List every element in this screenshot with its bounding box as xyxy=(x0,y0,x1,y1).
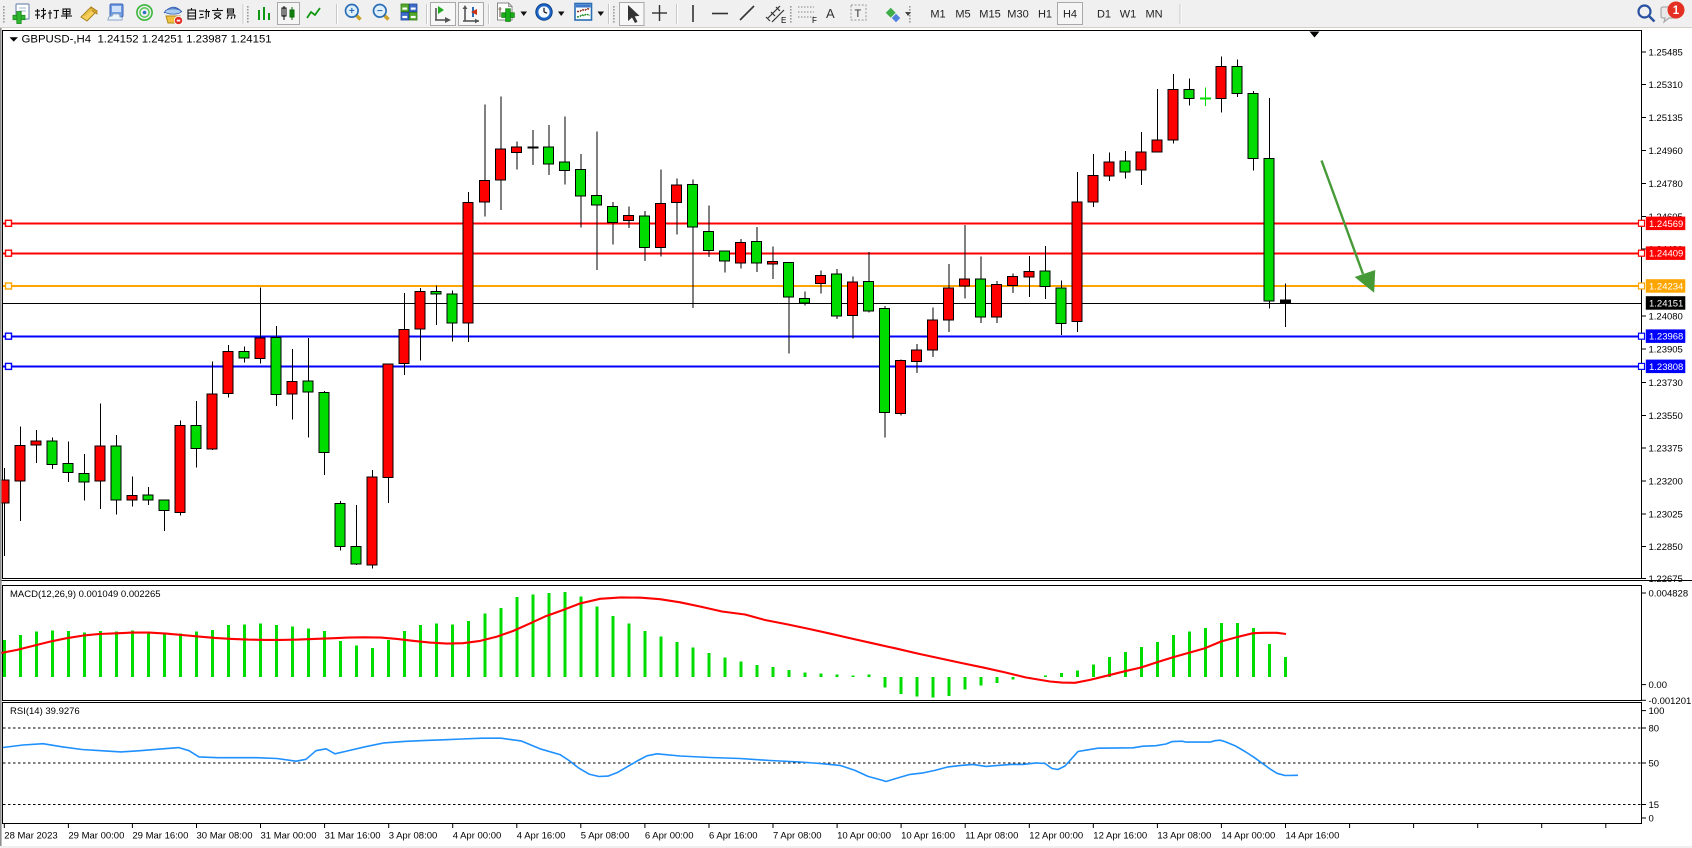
svg-text:GBPUSD-,H4 1.24152 1.24251 1.: GBPUSD-,H4 1.24152 1.24251 1.23987 1.241… xyxy=(22,34,272,46)
svg-text:E: E xyxy=(781,16,786,25)
svg-text:M15: M15 xyxy=(979,9,1000,21)
svg-text:29 Mar 16:00: 29 Mar 16:00 xyxy=(132,831,188,842)
svg-text:A: A xyxy=(826,6,835,21)
svg-text:1.23550: 1.23550 xyxy=(1649,411,1683,422)
svg-text:−: − xyxy=(377,6,383,17)
svg-text:0: 0 xyxy=(1649,814,1654,825)
svg-text:0.00: 0.00 xyxy=(1649,680,1668,691)
svg-text:50: 50 xyxy=(1649,759,1660,770)
svg-text:H4: H4 xyxy=(1063,9,1077,21)
svg-text:1.23200: 1.23200 xyxy=(1649,477,1683,488)
svg-text:4 Apr 16:00: 4 Apr 16:00 xyxy=(517,831,566,842)
svg-text:13 Apr 08:00: 13 Apr 08:00 xyxy=(1157,831,1211,842)
svg-text:1.22675: 1.22675 xyxy=(1649,574,1683,585)
svg-text:1.23905: 1.23905 xyxy=(1649,345,1683,356)
svg-text:4 Apr 00:00: 4 Apr 00:00 xyxy=(453,831,502,842)
svg-text:1.24409: 1.24409 xyxy=(1649,249,1683,260)
svg-text:M5: M5 xyxy=(955,9,970,21)
svg-text:80: 80 xyxy=(1649,724,1660,735)
svg-text:11 Apr 08:00: 11 Apr 08:00 xyxy=(965,831,1018,842)
svg-text:31 Mar 16:00: 31 Mar 16:00 xyxy=(325,831,381,842)
svg-text:12 Apr 00:00: 12 Apr 00:00 xyxy=(1029,831,1083,842)
svg-text:W1: W1 xyxy=(1120,9,1137,21)
svg-text:H1: H1 xyxy=(1038,9,1052,21)
svg-text:D1: D1 xyxy=(1097,9,1111,21)
svg-text:10 Apr 16:00: 10 Apr 16:00 xyxy=(901,831,955,842)
svg-text:12 Apr 16:00: 12 Apr 16:00 xyxy=(1093,831,1147,842)
svg-text:MACD(12,26,9) 0.001049 0.00226: MACD(12,26,9) 0.001049 0.002265 xyxy=(10,589,161,600)
svg-text:0.004828: 0.004828 xyxy=(1649,589,1689,600)
svg-text:1.24234: 1.24234 xyxy=(1649,282,1683,293)
svg-text:1.24151: 1.24151 xyxy=(1649,299,1683,310)
svg-text:28 Mar 2023: 28 Mar 2023 xyxy=(4,831,57,842)
svg-text:10 Apr 00:00: 10 Apr 00:00 xyxy=(837,831,891,842)
svg-text:1.23968: 1.23968 xyxy=(1649,332,1683,343)
svg-text:30 Mar 08:00: 30 Mar 08:00 xyxy=(197,831,253,842)
svg-text:1: 1 xyxy=(1673,5,1680,17)
svg-text:M1: M1 xyxy=(930,9,945,21)
svg-text:3 Apr 08:00: 3 Apr 08:00 xyxy=(389,831,438,842)
svg-text:1.25310: 1.25310 xyxy=(1649,80,1683,91)
svg-text:5 Apr 08:00: 5 Apr 08:00 xyxy=(581,831,630,842)
svg-text:1.23730: 1.23730 xyxy=(1649,378,1683,389)
svg-text:1.24960: 1.24960 xyxy=(1649,146,1683,157)
svg-text:1.23808: 1.23808 xyxy=(1649,362,1683,373)
svg-text:6 Apr 16:00: 6 Apr 16:00 xyxy=(709,831,758,842)
svg-text:1.25135: 1.25135 xyxy=(1649,113,1683,124)
svg-text:1.23025: 1.23025 xyxy=(1649,510,1683,521)
svg-text:1.22850: 1.22850 xyxy=(1649,542,1683,553)
svg-text:F: F xyxy=(812,16,817,25)
svg-text:+: + xyxy=(349,6,355,17)
svg-text:1.23375: 1.23375 xyxy=(1649,444,1683,455)
svg-text:1.24569: 1.24569 xyxy=(1649,219,1683,230)
svg-text:1.24080: 1.24080 xyxy=(1649,312,1683,323)
svg-text:29 Mar 00:00: 29 Mar 00:00 xyxy=(68,831,124,842)
svg-text:31 Mar 00:00: 31 Mar 00:00 xyxy=(261,831,317,842)
svg-text:RSI(14) 39.9276: RSI(14) 39.9276 xyxy=(10,706,80,717)
svg-text:M30: M30 xyxy=(1007,9,1028,21)
svg-text:-0.001201: -0.001201 xyxy=(1649,696,1692,707)
svg-text:15: 15 xyxy=(1649,800,1660,811)
svg-text:1.24780: 1.24780 xyxy=(1649,179,1683,190)
svg-text:7 Apr 08:00: 7 Apr 08:00 xyxy=(773,831,822,842)
svg-text:100: 100 xyxy=(1649,706,1665,717)
svg-text:14 Apr 16:00: 14 Apr 16:00 xyxy=(1286,831,1340,842)
svg-text:14 Apr 00:00: 14 Apr 00:00 xyxy=(1221,831,1275,842)
svg-text:T: T xyxy=(855,8,862,20)
svg-text:6 Apr 00:00: 6 Apr 00:00 xyxy=(645,831,694,842)
svg-text:1.25485: 1.25485 xyxy=(1649,48,1683,59)
svg-text:MN: MN xyxy=(1145,9,1162,21)
